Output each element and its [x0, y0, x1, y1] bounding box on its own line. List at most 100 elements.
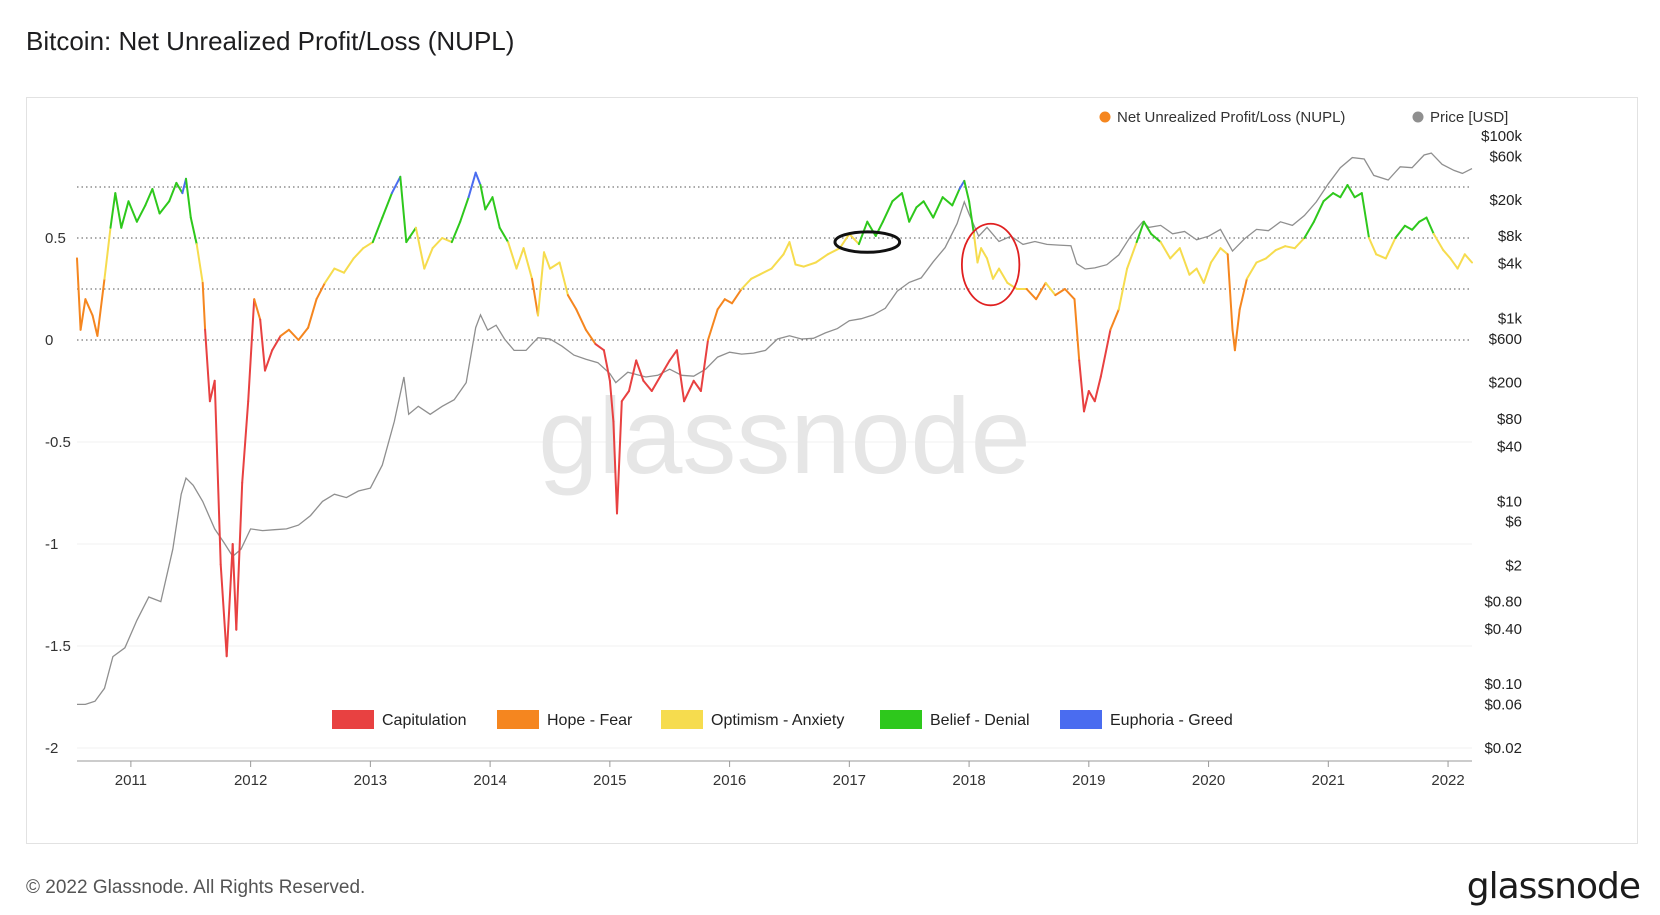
nupl-segment [951, 188, 961, 207]
nupl-segment [932, 196, 944, 219]
nupl-segment [247, 298, 256, 403]
nupl-segment [498, 226, 510, 244]
nupl-segment [259, 318, 266, 372]
nupl-segment [1303, 220, 1315, 239]
y-right-tick-label: $0.06 [1484, 696, 1522, 713]
nupl-segment [479, 184, 487, 211]
nupl-segment [151, 188, 161, 215]
nupl-segment [1442, 249, 1452, 260]
nupl-segment [1087, 390, 1096, 403]
y-left-tick-label: -2 [45, 740, 58, 757]
nupl-segment [195, 243, 204, 284]
annotation-ellipse [833, 230, 902, 254]
chart-panel: glassnode 0.5 0 -0.5 -1 -1.5 -2 $100k $60k $20k $8… [26, 97, 1638, 844]
legend-marker-nupl [1099, 111, 1111, 123]
nupl-segment [782, 241, 791, 256]
nupl-segment [109, 192, 117, 229]
nupl-segment [968, 200, 975, 235]
y-right-tick-label: $0.10 [1484, 676, 1522, 693]
nupl-segment [620, 390, 630, 403]
nupl-segment [1432, 232, 1445, 252]
x-tick-label: 2016 [713, 772, 746, 789]
nupl-segment [881, 200, 894, 223]
x-tick-label: 2011 [115, 772, 147, 789]
nupl-segment [650, 375, 662, 392]
nupl-segment [103, 226, 112, 280]
nupl-segment [241, 400, 250, 484]
nupl-segment [135, 204, 147, 223]
nupl-segment [707, 308, 719, 341]
nupl-segment [1322, 192, 1335, 203]
nupl-segment [343, 257, 355, 274]
nupl-segment [362, 241, 374, 250]
y-right-tick-label: $0.40 [1484, 621, 1522, 638]
nupl-segment [922, 200, 935, 219]
y-right-tick-label: $60k [1489, 148, 1522, 165]
nupl-segment [84, 298, 94, 317]
annotation-ellipse [960, 222, 1021, 307]
nupl-segment [1265, 249, 1277, 260]
nupl-segment [168, 181, 178, 203]
nupl-segment [1035, 281, 1047, 301]
y-right-tick-label: $8k [1498, 228, 1523, 245]
nupl-segment [1384, 237, 1397, 260]
nupl-segment [1360, 192, 1370, 239]
zone-label: Euphoria - Greed [1110, 712, 1233, 729]
nupl-segment [144, 188, 154, 207]
zone-swatch [497, 710, 539, 729]
nupl-segment [770, 253, 785, 270]
nupl-segment [1210, 247, 1222, 264]
nupl-segment [963, 179, 971, 203]
y-right-tick-label: $4k [1498, 256, 1523, 273]
nupl-segment [740, 277, 753, 290]
nupl-segment [699, 339, 709, 392]
nupl-segment [1126, 241, 1138, 270]
zone-legend: Capitulation Hope - Fear Optimism - Anxiet… [332, 710, 1233, 729]
nupl-segment [972, 232, 979, 264]
nupl-segment [826, 247, 841, 256]
nupl-segment [976, 247, 983, 264]
nupl-segment [491, 196, 501, 229]
nupl-segment [1169, 247, 1181, 260]
nupl-segment [114, 192, 123, 229]
nupl-segment [287, 328, 300, 341]
y-right-tick-label: $600 [1489, 331, 1522, 348]
nupl-segment [1078, 359, 1085, 413]
nupl-segment [1449, 257, 1459, 270]
nupl-segment [612, 420, 618, 515]
nupl-segment [838, 232, 851, 250]
nupl-segment [1274, 245, 1287, 252]
nupl-segment [1093, 375, 1102, 403]
nupl-segment [381, 192, 393, 219]
y-right-tick-label: $6 [1505, 514, 1522, 531]
nupl-segment [91, 314, 99, 337]
nupl-segment [175, 181, 184, 195]
nupl-segment [531, 277, 539, 317]
nupl-segment [253, 298, 262, 321]
y-left-tick-label: -1.5 [45, 638, 71, 655]
nupl-segment [1394, 224, 1406, 239]
nupl-segment [423, 247, 434, 270]
nupl-segment [1255, 257, 1267, 264]
nupl-segment [219, 563, 228, 658]
nupl-segment [1109, 308, 1120, 331]
nupl-segment [213, 379, 222, 566]
nupl-segment [1332, 192, 1342, 199]
nupl-segment [307, 298, 318, 329]
y-right-tick-label: $10 [1497, 493, 1522, 510]
nupl-segment [467, 171, 477, 199]
legend-label-price: Price [USD] [1430, 109, 1508, 126]
nupl-segment [1006, 281, 1018, 290]
nupl-segment [1083, 390, 1090, 413]
nupl-segment [127, 200, 138, 223]
nupl-segment [1025, 288, 1038, 301]
nupl-segment [450, 220, 462, 244]
y-left-tick-label: -0.5 [45, 434, 71, 451]
nupl-segment [235, 481, 244, 631]
nupl-chart: glassnode 0.5 0 -0.5 -1 -1.5 -2 $100k $60k $20k $8… [45, 109, 1523, 789]
nupl-segment [1245, 261, 1258, 280]
nupl-segment [908, 206, 918, 223]
nupl-segment [484, 196, 494, 211]
nupl-segment [901, 192, 911, 223]
glassnode-logo: glassnode [1466, 866, 1641, 907]
